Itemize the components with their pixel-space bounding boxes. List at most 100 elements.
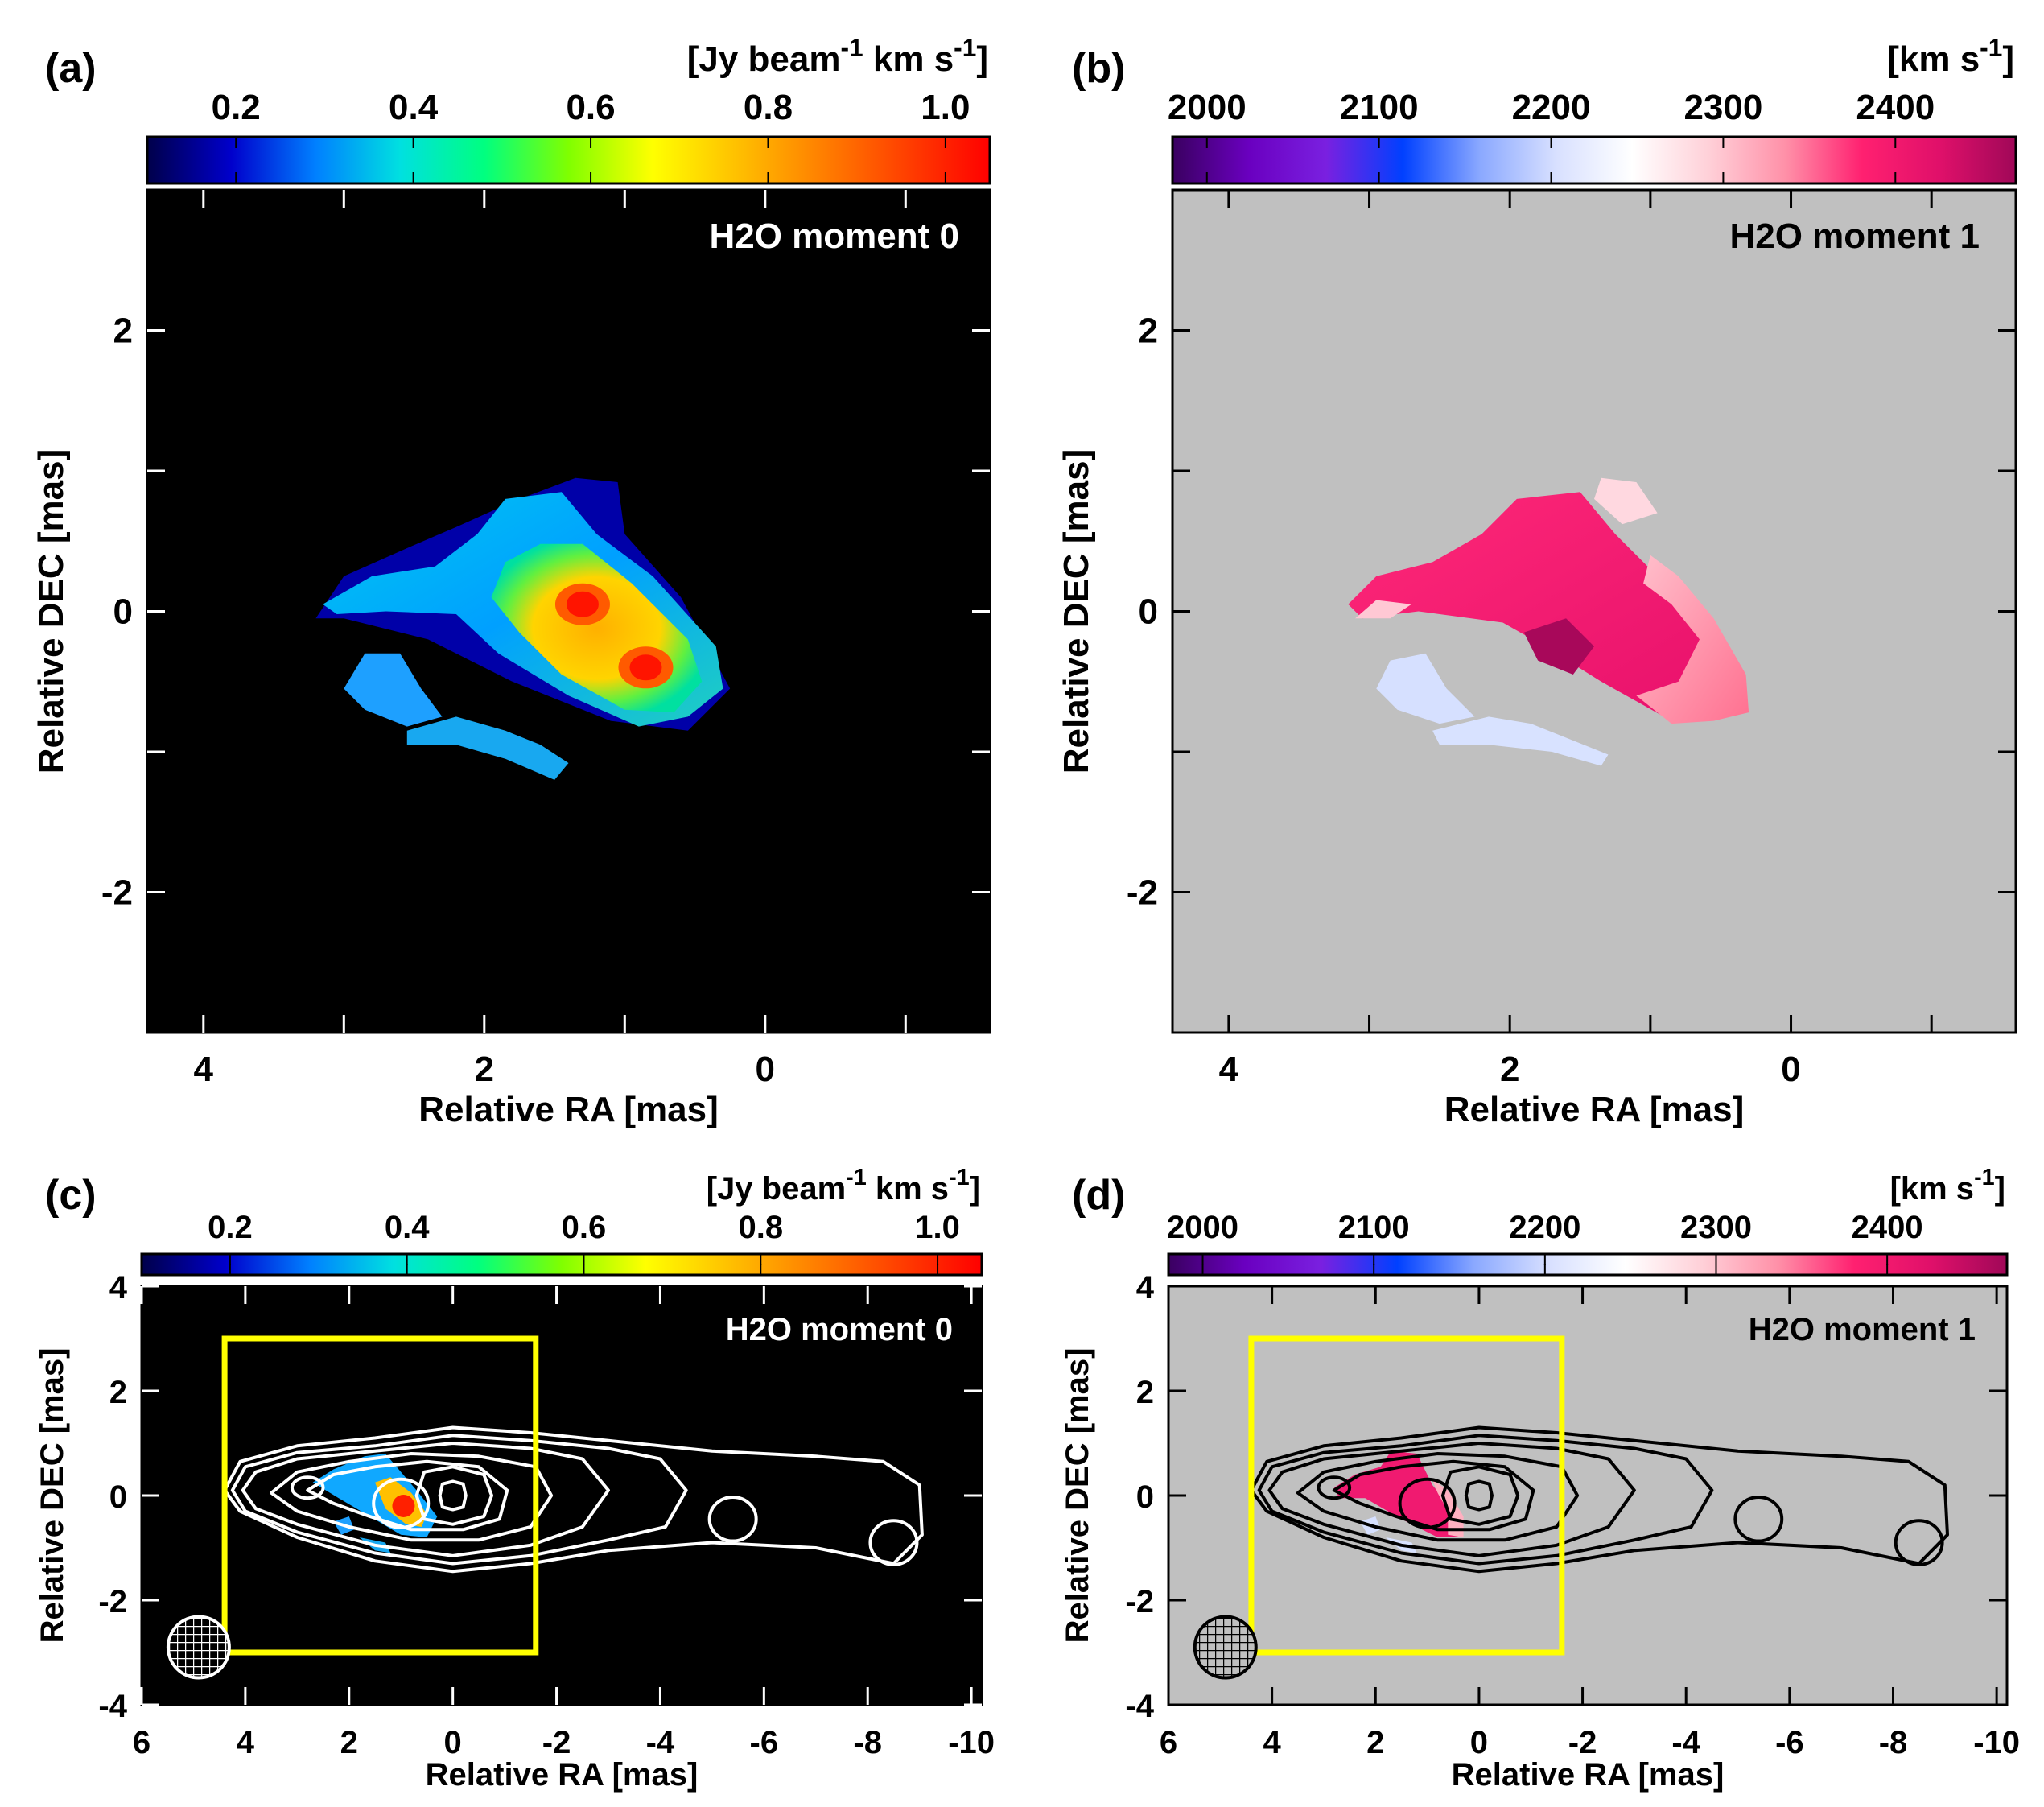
velocity-body <box>1348 492 1735 721</box>
x-tick-label: -4 <box>1671 1725 1700 1760</box>
x-tick-label: -8 <box>853 1725 882 1760</box>
unit-text: [Jy beam <box>707 1171 846 1207</box>
colorbar-tick-label: 2000 <box>1167 1210 1238 1245</box>
x-axis-label: Relative RA [mas] <box>418 1090 719 1129</box>
y-tick-label: -4 <box>98 1689 127 1724</box>
unit-text: ] <box>970 1171 980 1207</box>
panel-letter: (b) <box>1072 45 1125 92</box>
x-axis-label: Relative RA [mas] <box>1444 1090 1745 1129</box>
colorbar-gradient <box>140 1252 983 1277</box>
colorbar-tick-label: 2400 <box>1852 1210 1923 1245</box>
y-axis-label: Relative DEC [mas] <box>1060 1348 1095 1644</box>
colorbar-tick-label: 1.0 <box>921 88 970 127</box>
velocity-blob-left <box>1376 653 1475 724</box>
contour-level-5 <box>1332 1459 1535 1532</box>
unit-text: km s <box>863 39 954 79</box>
colorbar-unit: [km s-1] <box>1890 1165 2005 1207</box>
y-tick-label: 2 <box>1139 311 1158 351</box>
x-axis-label: Relative RA [mas] <box>1452 1757 1725 1793</box>
panel-a: (a) [Jy beam-1 km s-1]0.2 0.4 0.6 0.8 1.0H2O … <box>31 33 991 1129</box>
colorbar-unit: [km s-1] <box>1887 33 2014 79</box>
x-tick-label: 6 <box>1160 1725 1177 1760</box>
colorbar: 0.2 0.4 0.6 0.8 1.0 <box>146 88 991 185</box>
x-tick-label: -8 <box>1879 1725 1908 1760</box>
unit-text: [km s <box>1887 39 1980 79</box>
y-tick-label: -2 <box>1125 1584 1154 1619</box>
y-tick-label: -4 <box>1125 1689 1154 1724</box>
map-label: H2O moment 0 <box>709 217 959 256</box>
colorbar-unit: [Jy beam-1 km s-1] <box>707 1165 980 1207</box>
x-tick-label: -6 <box>1775 1725 1804 1760</box>
panel-letter: (d) <box>1072 1172 1125 1219</box>
unit-text: [km s <box>1890 1171 1975 1207</box>
contour-level-7 <box>438 1479 468 1512</box>
colorbar-tick-label: 2100 <box>1340 88 1419 127</box>
x-tick-label: -10 <box>948 1725 995 1760</box>
colorbar-tick-label: 0.2 <box>208 1210 253 1245</box>
plot-area <box>1172 190 2016 1033</box>
map-label: H2O moment 0 <box>726 1312 953 1347</box>
colorbar-tick-label: 2200 <box>1509 1210 1580 1245</box>
x-tick-label: 0 <box>756 1050 775 1089</box>
unit-exponent: -1 <box>840 33 863 62</box>
y-tick-label: 2 <box>1136 1375 1154 1410</box>
map-label: H2O moment 1 <box>1749 1312 1976 1347</box>
x-axis-label: Relative RA [mas] <box>426 1757 699 1793</box>
map-label: H2O moment 1 <box>1729 217 1980 256</box>
axes: 4 2 0 2 0 -2 Relative RA [mas] Relative DEC [ma… <box>31 190 990 1129</box>
colorbar-tick-label: 0.2 <box>212 88 261 127</box>
y-axis-label: Relative DEC [mas] <box>35 1348 70 1644</box>
x-tick-label: 2 <box>475 1050 494 1089</box>
emission-peak <box>629 654 662 681</box>
contours <box>1249 1425 1949 1574</box>
unit-exponent: -1 <box>1980 33 2002 62</box>
panel-letter: (c) <box>45 1172 97 1219</box>
y-tick-label: 0 <box>109 1479 127 1515</box>
colorbar-tick-label: 2000 <box>1168 88 1247 127</box>
x-tick-label: -4 <box>646 1725 675 1760</box>
plot-area <box>147 190 990 1033</box>
x-tick-label: -2 <box>542 1725 571 1760</box>
y-tick-label: 2 <box>113 311 133 351</box>
beam-ellipse <box>1193 1615 1258 1680</box>
x-tick-label: 2 <box>1500 1050 1519 1089</box>
x-tick-label: 0 <box>1781 1050 1800 1089</box>
y-tick-label: -2 <box>98 1584 127 1619</box>
x-tick-label: -10 <box>1973 1725 2020 1760</box>
contour-level-3 <box>241 1442 610 1557</box>
y-tick-label: 4 <box>109 1270 128 1306</box>
contour-level-7 <box>1464 1479 1494 1512</box>
unit-exponent: -1 <box>846 1165 867 1190</box>
figure-layer: (a) [Jy beam-1 km s-1]0.2 0.4 0.6 0.8 1.0H2O … <box>31 33 2020 1793</box>
contour-level-3 <box>1267 1442 1636 1557</box>
contour-knot <box>868 1519 919 1566</box>
contour-level-2 <box>1257 1434 1714 1566</box>
x-tick-label: -6 <box>750 1725 779 1760</box>
contour-level-2 <box>230 1434 688 1566</box>
colorbar: 2000 2100 2200 2300 2400 <box>1167 1210 2009 1277</box>
zoom-box <box>1248 1335 1565 1656</box>
y-tick-label: 2 <box>109 1375 127 1410</box>
y-tick-label: -2 <box>1127 873 1158 913</box>
y-tick-label: 0 <box>113 592 133 632</box>
contour-level-6 <box>1440 1465 1520 1526</box>
x-tick-label: 4 <box>1263 1725 1282 1760</box>
plot-area <box>1168 1286 2007 1705</box>
velocity-blob-bottom <box>1432 716 1609 766</box>
contour-level-1 <box>223 1425 924 1574</box>
beam-ellipse <box>166 1615 231 1680</box>
unit-text: ] <box>1995 1171 2005 1207</box>
contour-knot <box>290 1475 325 1500</box>
contour-level-4 <box>270 1452 554 1542</box>
colorbar-gradient <box>1171 135 2017 185</box>
unit-exponent: -1 <box>949 1165 970 1190</box>
contour-knot <box>707 1495 758 1543</box>
x-tick-label: 6 <box>133 1725 150 1760</box>
plot-background <box>142 1286 982 1705</box>
x-tick-label: 2 <box>340 1725 358 1760</box>
contour-knot <box>372 1477 431 1529</box>
